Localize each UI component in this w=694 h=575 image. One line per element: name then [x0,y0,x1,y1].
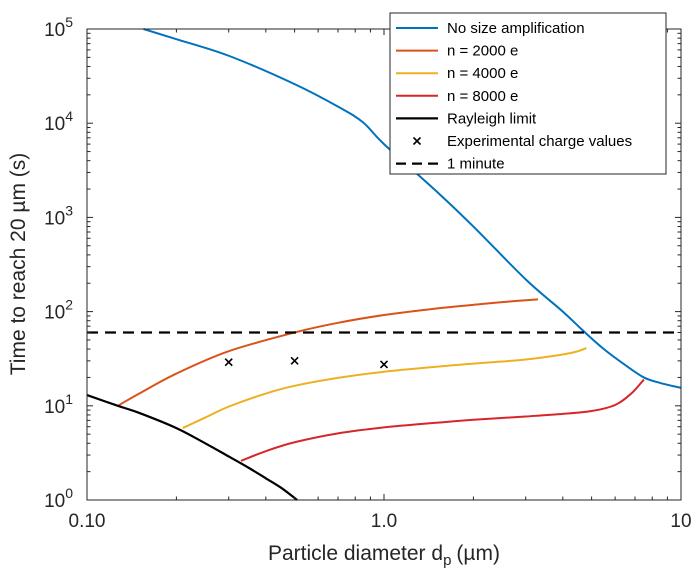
series-n-2000-e [117,298,539,407]
y-tick-label-base: 10 [44,114,65,135]
legend-label-n-4000-e: n = 4000 e [447,65,518,82]
x-tick-label-3: 10 [670,511,691,532]
series-layer [86,28,682,501]
y-tick-label-base: 10 [44,491,65,512]
legend-entry-1-minute: 1 minute [396,156,505,173]
x-axis-label: Particle diameter dp (µm) [268,542,500,569]
y-tick-label-base: 10 [44,397,65,418]
legend-box [389,12,667,175]
legend-label-n-8000-e: n = 8000 e [447,88,518,105]
y-tick-label-exponent: 5 [65,14,73,30]
y-tick-label-2: 101 [44,391,73,418]
x-tick-label-2: 1.0 [371,511,397,532]
legend-label-n-2000-e: n = 2000 e [447,43,518,60]
legend-entry-experimental-charge-values: Experimental charge values [412,133,632,150]
legend-label-no-size-amplification: No size amplification [447,20,585,37]
y-tick-label-5: 104 [44,108,73,135]
y-tick-label-6: 105 [44,14,73,41]
series-line-n-2000-e [117,298,539,407]
y-tick-label-exponent: 2 [65,297,73,313]
x-tick-label-1: 0.10 [69,511,106,532]
y-tick-label-base: 10 [44,303,65,324]
legend-entries: No size amplification n = 2000 e n = 4000 … [396,20,632,173]
y-tick-label-exponent: 4 [65,108,73,124]
data-point-experimental-charge-values-1 [224,358,233,367]
series-line-rayleigh-limit [86,394,298,501]
x-axis-label-main: Particle diameter d [268,542,443,565]
y-tick-label-1: 100 [44,485,73,512]
legend-label-rayleigh-limit: Rayleigh limit [447,110,537,127]
y-tick-label-4: 103 [44,202,73,229]
data-point-experimental-charge-values-3 [379,360,389,369]
series-n-8000-e [240,378,645,462]
legend-swatch-experimental-charge-values [412,136,422,146]
series-line-n-8000-e [240,378,645,462]
y-tick-label-base: 10 [44,208,65,229]
legend-entry-n-2000-e: n = 2000 e [396,43,518,60]
series-no-size-amplification [143,28,682,389]
y-tick-label-exponent: 0 [65,485,73,501]
y-tick-label-exponent: 3 [65,202,73,218]
x-axis-label-subscript: p [443,552,451,569]
series-experimental-charge-values [224,356,389,369]
legend-entry-n-8000-e: n = 8000 e [396,88,518,105]
y-tick-label-3: 102 [44,297,73,324]
y-tick-label-base: 10 [44,20,65,41]
legend: No size amplification n = 2000 e n = 4000 … [389,12,667,175]
y-tick-label-exponent: 1 [65,391,73,407]
series-rayleigh-limit [86,394,298,501]
ticks-layer [86,28,682,501]
data-point-experimental-charge-values-2 [290,356,299,365]
series-n-4000-e [182,347,587,429]
y-axis-label: Time to reach 20 µm (s) [7,153,30,376]
legend-label-1-minute: 1 minute [447,156,505,173]
legend-entry-rayleigh-limit: Rayleigh limit [396,110,537,127]
x-axis-label-unit: (µm) [456,542,500,565]
series-line-n-4000-e [182,347,587,429]
series-line-no-size-amplification [143,28,682,389]
legend-entry-n-4000-e: n = 4000 e [396,65,518,82]
legend-entry-no-size-amplification: No size amplification [396,20,585,37]
legend-label-experimental-charge-values: Experimental charge values [447,133,632,150]
